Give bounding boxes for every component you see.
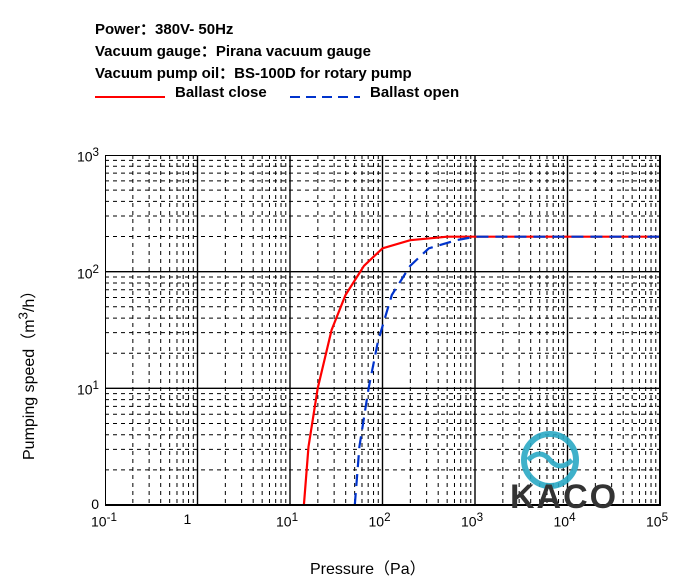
x-tick: 101: [276, 511, 298, 530]
x-tick: 103: [461, 511, 483, 530]
legend-line-close: [95, 92, 165, 102]
x-axis-label: Pressure（Pa）: [310, 555, 426, 579]
x-tick: 102: [369, 511, 391, 530]
legend-line-open: [290, 92, 360, 102]
legend-label-close: Ballast close: [175, 84, 267, 101]
legend-label-open: Ballast open: [370, 84, 459, 101]
y-tick: 103: [77, 146, 99, 165]
y-tick: 101: [77, 379, 99, 398]
y-tick: 102: [77, 263, 99, 282]
x-tick: 10-1: [91, 511, 117, 530]
x-tick: 105: [646, 511, 668, 530]
watermark-text: KACO: [510, 478, 618, 517]
meta-power: Power：380V- 50Hz: [95, 18, 233, 39]
x-tick: 1: [184, 511, 192, 527]
y-tick: 0: [91, 496, 99, 512]
y-axis-label: Pumping speed（m3/h）: [15, 283, 39, 460]
meta-gauge: Vacuum gauge：Pirana vacuum gauge: [95, 40, 371, 61]
chart-container: Power：380V- 50Hz Vacuum gauge：Pirana vac…: [0, 0, 695, 586]
meta-oil: Vacuum pump oil：BS-100D for rotary pump: [95, 62, 412, 83]
